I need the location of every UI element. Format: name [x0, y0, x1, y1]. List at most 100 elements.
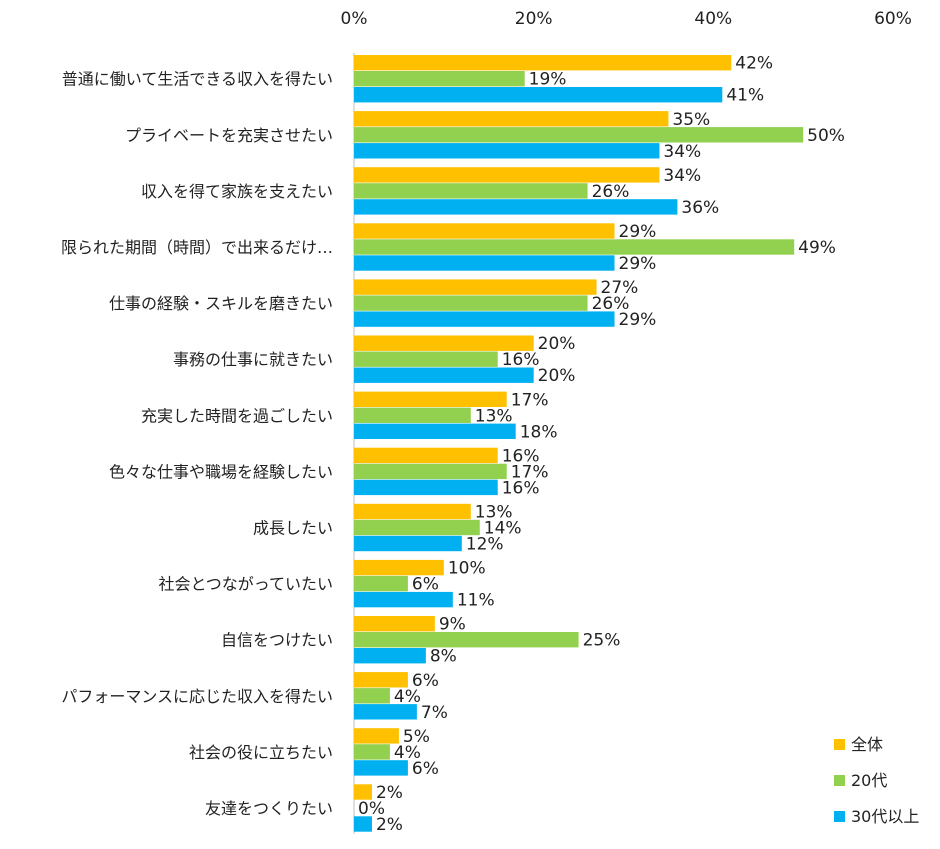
category-label: 仕事の経験・スキルを磨きたい	[109, 294, 333, 313]
bar-全体	[354, 503, 471, 520]
bar-全体	[354, 111, 669, 127]
data-label: 4%	[394, 687, 421, 707]
data-label: 26%	[592, 294, 630, 314]
data-label: 50%	[807, 126, 845, 146]
data-label: 20%	[538, 366, 576, 386]
legend-label: 全体	[851, 735, 883, 754]
bar-30代以上	[354, 311, 615, 327]
bar-30代以上	[354, 199, 678, 215]
bar-20代	[354, 239, 795, 255]
data-label: 18%	[520, 422, 558, 442]
category-label: 友達をつくりたい	[205, 799, 333, 818]
data-label: 17%	[511, 462, 549, 482]
data-label: 20%	[538, 334, 576, 354]
bar-20代	[354, 744, 390, 760]
bar-20代	[354, 407, 471, 423]
category-label: 普通に働いて生活できる収入を得たい	[62, 70, 333, 89]
data-label: 27%	[601, 278, 639, 298]
category-label: 色々な仕事や職場を経験したい	[109, 462, 333, 481]
data-label: 13%	[475, 503, 513, 523]
data-label: 12%	[466, 535, 504, 555]
bar-30代以上	[354, 423, 516, 439]
data-label: 49%	[798, 238, 836, 258]
bar-30代以上	[354, 704, 417, 720]
data-label: 16%	[502, 478, 540, 498]
bar-全体	[354, 55, 732, 71]
legend-label: 20代	[851, 771, 887, 790]
bar-20代	[354, 183, 588, 199]
data-label: 36%	[681, 198, 719, 218]
data-label: 14%	[484, 519, 522, 539]
category-label: 充実した時間を過ごしたい	[141, 406, 333, 425]
bar-20代	[354, 351, 498, 367]
data-label: 34%	[663, 142, 701, 162]
bar-20代	[354, 295, 588, 311]
bar-全体	[354, 728, 399, 744]
data-label: 25%	[583, 631, 621, 651]
bar-30代以上	[354, 367, 534, 383]
bar-30代以上	[354, 479, 498, 496]
bar-30代以上	[354, 87, 723, 103]
data-label: 5%	[403, 727, 430, 747]
bar-30代以上	[354, 255, 615, 271]
data-label: 35%	[672, 110, 710, 130]
data-label: 6%	[412, 671, 439, 691]
legend-label: 30代以上	[851, 807, 919, 826]
category-label: パフォーマンスに応じた収入を得たい	[61, 687, 333, 706]
data-label: 9%	[439, 615, 466, 635]
data-label: 7%	[421, 703, 448, 723]
bar-20代	[354, 688, 390, 704]
bar-30代以上	[354, 143, 660, 159]
x-tick-label: 0%	[341, 9, 368, 29]
data-label: 13%	[475, 406, 513, 426]
bar-20代	[354, 127, 804, 143]
bar-全体	[354, 447, 498, 464]
data-label: 41%	[726, 86, 764, 106]
data-label: 11%	[457, 591, 495, 611]
data-label: 0%	[358, 799, 385, 819]
data-label: 4%	[394, 743, 421, 763]
bar-30代以上	[354, 648, 426, 664]
category-label: 収入を得て家族を支えたい	[141, 182, 333, 201]
data-label: 29%	[619, 254, 657, 274]
category-label: 社会の役に立ちたい	[189, 743, 333, 762]
category-label: 自信をつけたい	[221, 631, 333, 650]
bar-全体	[354, 784, 372, 800]
data-label: 2%	[376, 815, 403, 835]
x-tick-label: 20%	[515, 9, 553, 29]
bar-全体	[354, 616, 435, 632]
data-label: 6%	[412, 759, 439, 779]
data-label: 16%	[502, 350, 540, 370]
bar-30代以上	[354, 591, 453, 608]
data-label: 19%	[529, 70, 567, 90]
bar-全体	[354, 559, 444, 576]
data-label: 17%	[511, 390, 549, 410]
bar-30代以上	[354, 535, 462, 552]
category-label: 限られた期間（時間）で出来るだけ…	[61, 238, 333, 257]
legend-swatch	[834, 739, 845, 750]
bar-全体	[354, 279, 597, 295]
category-label: 成長したい	[253, 519, 333, 538]
bar-全体	[354, 223, 615, 239]
data-label: 6%	[412, 575, 439, 595]
bar-30代以上	[354, 816, 372, 832]
category-label: 事務の仕事に就きたい	[173, 350, 333, 369]
data-label: 16%	[502, 446, 540, 466]
bar-20代	[354, 463, 507, 480]
data-label: 10%	[448, 559, 486, 579]
data-label: 8%	[430, 647, 457, 667]
x-tick-label: 60%	[874, 9, 912, 29]
bar-全体	[354, 335, 534, 351]
data-label: 29%	[619, 222, 657, 242]
data-label: 2%	[376, 783, 403, 803]
bar-全体	[354, 672, 408, 688]
bar-20代	[354, 519, 480, 536]
legend-swatch	[834, 775, 845, 786]
bar-全体	[354, 167, 660, 183]
category-label: プライベートを充実させたい	[125, 126, 333, 145]
bar-全体	[354, 391, 507, 407]
bar-20代	[354, 71, 525, 87]
legend-swatch	[834, 811, 845, 822]
category-label: 社会とつながっていたい	[158, 575, 333, 594]
